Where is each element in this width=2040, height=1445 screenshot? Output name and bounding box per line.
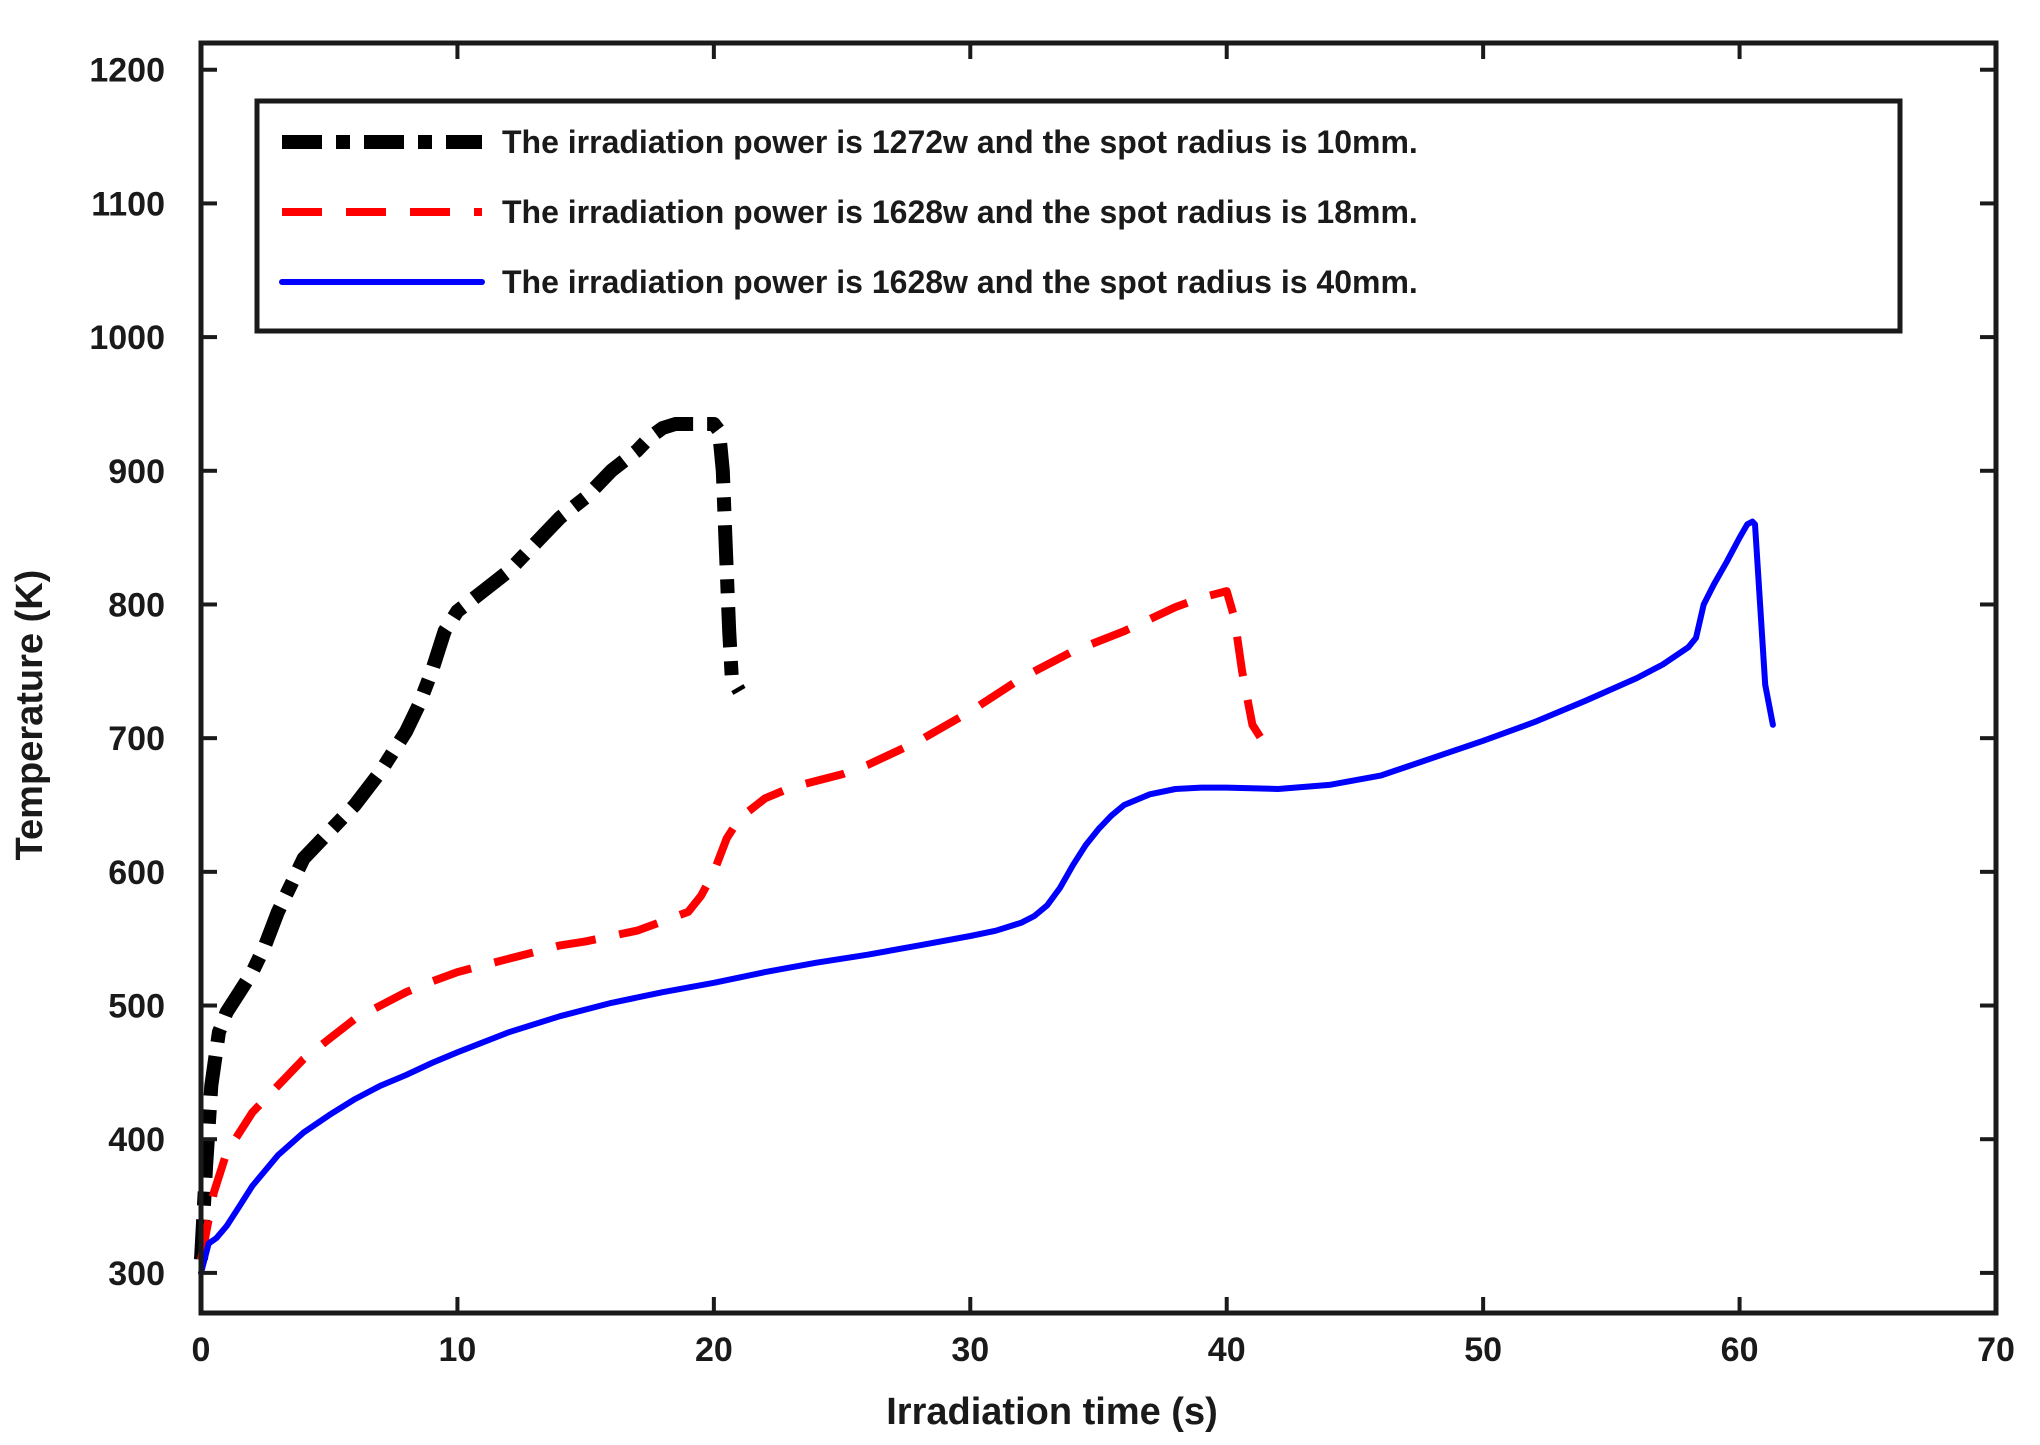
y-tick-label: 800 [108, 586, 165, 624]
legend: The irradiation power is 1272w and the s… [254, 98, 1903, 334]
series-line-2 [197, 587, 1280, 1261]
x-tick-label: 20 [695, 1331, 733, 1369]
series-line-3 [198, 518, 1776, 1276]
x-tick-label: 10 [439, 1331, 477, 1369]
y-tick-label: 1200 [89, 52, 165, 90]
y-tick-label: 900 [108, 453, 165, 491]
x-tick-label: 50 [1464, 1331, 1502, 1369]
x-axis-title: Irradiation time (s) [886, 1391, 1218, 1433]
series-line-1 [194, 417, 746, 1260]
x-tick-label: 60 [1721, 1331, 1759, 1369]
x-tick-label: 30 [951, 1331, 989, 1369]
legend-box [254, 98, 1903, 334]
plot-frame [198, 40, 1999, 1316]
y-axis-title: Temperature (K) [9, 570, 51, 861]
legend-label-3: The irradiation power is 1628w and the s… [502, 264, 1418, 300]
x-tick-label: 40 [1208, 1331, 1246, 1369]
y-tick-label: 500 [108, 988, 165, 1026]
legend-label-2: The irradiation power is 1628w and the s… [502, 194, 1418, 230]
y-tick-label: 600 [108, 854, 165, 892]
x-tick-label: 0 [192, 1331, 211, 1369]
y-tick-label: 1000 [89, 319, 165, 357]
curves-layer [194, 417, 1776, 1276]
legend-label-1: The irradiation power is 1272w and the s… [502, 124, 1418, 160]
y-tick-label: 1100 [91, 185, 165, 223]
y-tick-label: 700 [108, 720, 165, 758]
y-tick-label: 300 [108, 1255, 165, 1293]
x-tick-label: 70 [1977, 1331, 2015, 1369]
y-tick-label: 400 [108, 1121, 165, 1159]
ticks-layer: 0 10 20 30 40 50 60 70 300 400 500 600 700 800 900 1000… [89, 43, 2015, 1369]
